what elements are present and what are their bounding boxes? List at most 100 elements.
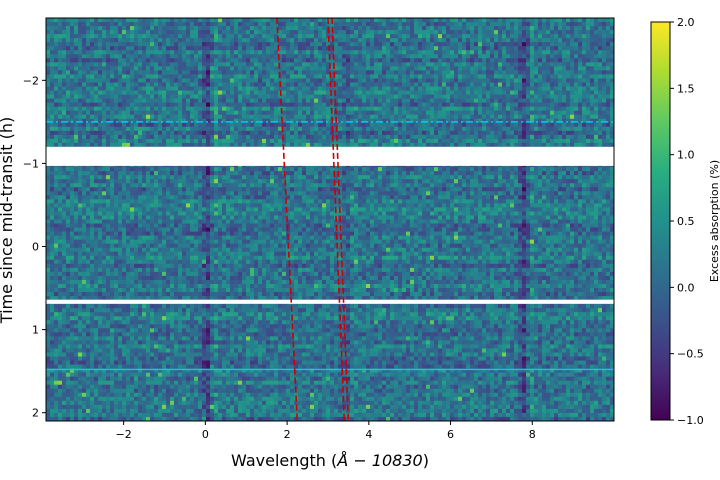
heatmap-cell bbox=[398, 74, 403, 80]
heatmap-cell bbox=[206, 122, 211, 128]
heatmap-cell bbox=[606, 38, 611, 43]
heatmap-cell bbox=[226, 42, 231, 47]
heatmap-cell bbox=[262, 26, 267, 31]
heatmap-cell bbox=[610, 142, 614, 148]
heatmap-cell bbox=[578, 38, 583, 43]
heatmap-cell bbox=[410, 114, 415, 120]
heatmap-cell bbox=[438, 34, 443, 39]
heatmap-cell bbox=[102, 110, 107, 116]
heatmap-cell bbox=[458, 70, 463, 76]
heatmap-cell bbox=[542, 62, 547, 67]
heatmap-cell bbox=[586, 26, 591, 31]
heatmap-cell bbox=[610, 74, 614, 80]
heatmap-cell bbox=[230, 22, 235, 27]
heatmap-cell bbox=[238, 130, 243, 136]
heatmap-cell bbox=[578, 122, 583, 128]
heatmap-cell bbox=[434, 114, 439, 120]
heatmap-cell bbox=[554, 30, 559, 35]
heatmap-cell bbox=[442, 90, 447, 96]
heatmap-cell bbox=[146, 78, 151, 84]
heatmap-cell bbox=[322, 26, 327, 31]
heatmap-cell bbox=[286, 38, 291, 43]
heatmap-cell bbox=[426, 74, 431, 80]
heatmap-cell bbox=[362, 38, 367, 43]
heatmap-cell bbox=[82, 70, 87, 76]
heatmap-cell bbox=[214, 102, 219, 108]
heatmap-cell bbox=[50, 26, 55, 31]
heatmap-cell bbox=[106, 50, 111, 55]
heatmap-cell bbox=[250, 114, 255, 120]
heatmap-cell bbox=[50, 86, 55, 92]
heatmap-cell bbox=[262, 34, 267, 39]
heatmap-cell bbox=[210, 78, 215, 84]
heatmap-cell bbox=[570, 142, 575, 148]
heatmap-cell bbox=[450, 38, 455, 43]
heatmap-cell bbox=[594, 46, 599, 51]
heatmap-cell bbox=[50, 34, 55, 39]
heatmap-cell bbox=[410, 98, 415, 104]
heatmap-cell bbox=[338, 50, 343, 55]
heatmap-cell bbox=[490, 26, 495, 31]
heatmap-cell bbox=[338, 38, 343, 43]
heatmap-cell bbox=[378, 130, 383, 136]
heatmap-cell bbox=[342, 62, 347, 67]
heatmap-cell bbox=[386, 54, 391, 59]
heatmap-cell bbox=[210, 130, 215, 136]
heatmap-cell bbox=[354, 70, 359, 76]
heatmap-cell bbox=[530, 126, 535, 132]
heatmap-cell bbox=[178, 62, 183, 67]
heatmap-cell bbox=[514, 30, 519, 35]
heatmap-cell bbox=[502, 114, 507, 120]
heatmap-cell bbox=[570, 138, 575, 144]
heatmap-cell bbox=[162, 54, 167, 59]
heatmap-cell bbox=[258, 66, 263, 71]
heatmap-cell bbox=[490, 38, 495, 43]
heatmap-cell bbox=[338, 142, 343, 148]
heatmap-cell bbox=[298, 138, 303, 144]
heatmap-cell bbox=[62, 86, 67, 92]
heatmap-cell bbox=[478, 106, 483, 112]
heatmap-cell bbox=[390, 18, 395, 23]
heatmap-cell bbox=[306, 34, 311, 39]
heatmap-cell bbox=[590, 102, 595, 108]
heatmap-cell bbox=[370, 114, 375, 120]
heatmap-cell bbox=[322, 94, 327, 100]
heatmap-cell bbox=[378, 26, 383, 31]
heatmap-cell bbox=[234, 30, 239, 35]
heatmap-cell bbox=[582, 90, 587, 96]
heatmap-cell bbox=[610, 70, 614, 76]
heatmap-cell bbox=[82, 126, 87, 132]
heatmap-cell bbox=[366, 86, 371, 92]
heatmap-cell bbox=[446, 74, 451, 80]
heatmap-cell bbox=[290, 46, 295, 51]
heatmap-cell bbox=[438, 94, 443, 100]
heatmap-cell bbox=[130, 102, 135, 108]
heatmap-cell bbox=[198, 94, 203, 100]
heatmap-cell bbox=[94, 42, 99, 47]
heatmap-cell bbox=[458, 102, 463, 108]
heatmap-cell bbox=[426, 66, 431, 71]
heatmap-cell bbox=[386, 42, 391, 47]
heatmap-cell bbox=[46, 18, 51, 23]
heatmap-cell bbox=[174, 110, 179, 116]
heatmap-cell bbox=[118, 74, 123, 80]
heatmap-cell bbox=[362, 30, 367, 35]
heatmap-cell bbox=[326, 90, 331, 96]
heatmap-cell bbox=[250, 118, 255, 124]
heatmap-cell bbox=[546, 34, 551, 39]
heatmap-cell bbox=[530, 130, 535, 136]
heatmap-cell bbox=[50, 106, 55, 112]
heatmap-cell bbox=[274, 86, 279, 92]
heatmap-cell bbox=[498, 122, 503, 128]
heatmap-cell bbox=[390, 34, 395, 39]
heatmap-cell bbox=[62, 90, 67, 96]
heatmap-cell bbox=[338, 114, 343, 120]
heatmap-cell bbox=[386, 114, 391, 120]
heatmap-cell bbox=[158, 130, 163, 136]
heatmap-cell bbox=[242, 42, 247, 47]
heatmap-cell bbox=[86, 42, 91, 47]
heatmap-cell bbox=[70, 26, 75, 31]
heatmap-cell bbox=[166, 78, 171, 84]
heatmap-cell bbox=[430, 98, 435, 104]
heatmap-cell bbox=[146, 138, 151, 144]
